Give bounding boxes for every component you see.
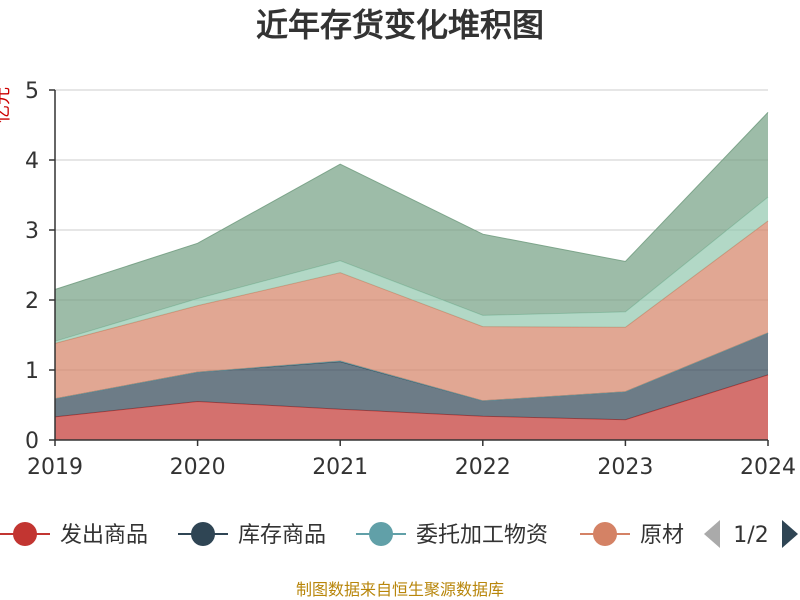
legend-next-icon[interactable] [782,520,798,548]
legend-item[interactable]: 委托加工物资 [356,522,548,548]
legend: 发出商品 库存商品 委托加工物资 原材 [0,522,684,548]
x-tick-label: 2024 [740,455,796,480]
y-tick-label: 1 [25,359,39,384]
y-tick-label: 4 [25,149,39,174]
x-tick-label: 2022 [455,455,511,480]
y-tick-label: 5 [25,79,39,104]
area-series-3 [55,220,768,401]
y-tick-labels: 0 1 2 3 4 5 [25,79,39,454]
legend-item[interactable]: 发出商品 [0,522,148,548]
legend-prev-icon[interactable] [704,520,720,548]
chart-title: 近年存货变化堆积图 [256,6,544,44]
y-axis-label: 亿元 [0,87,13,123]
area-series-5 [55,112,768,342]
x-tick-label: 2020 [170,455,226,480]
legend-item[interactable]: 原材 [580,522,684,548]
legend-marker-icon [593,522,617,546]
legend-marker-icon [369,522,393,546]
legend-label: 原材 [640,523,684,548]
area-series-1 [55,332,768,420]
legend-label: 库存商品 [238,523,326,548]
x-tick-label: 2021 [312,455,368,480]
legend-label: 发出商品 [60,523,148,548]
data-source-note: 制图数据来自恒生聚源数据库 [296,580,504,599]
area-line-series-5 [54,112,769,290]
x-tick-label: 2019 [27,455,83,480]
y-tick-label: 3 [25,219,39,244]
legend-label: 委托加工物资 [416,523,548,548]
legend-item[interactable]: 库存商品 [178,522,326,548]
area-series-0 [55,374,768,440]
legend-page-indicator: 1/2 [733,523,768,548]
axes [49,89,769,446]
legend-pager: 1/2 [704,520,798,548]
legend-marker-icon [191,522,215,546]
y-tick-label: 2 [25,289,39,314]
x-tick-labels: 2019 2020 2021 2022 2023 2024 [27,455,796,480]
x-tick-label: 2023 [597,455,653,480]
legend-marker-icon [13,522,37,546]
stacked-areas [54,112,769,440]
y-tick-label: 0 [25,429,39,454]
